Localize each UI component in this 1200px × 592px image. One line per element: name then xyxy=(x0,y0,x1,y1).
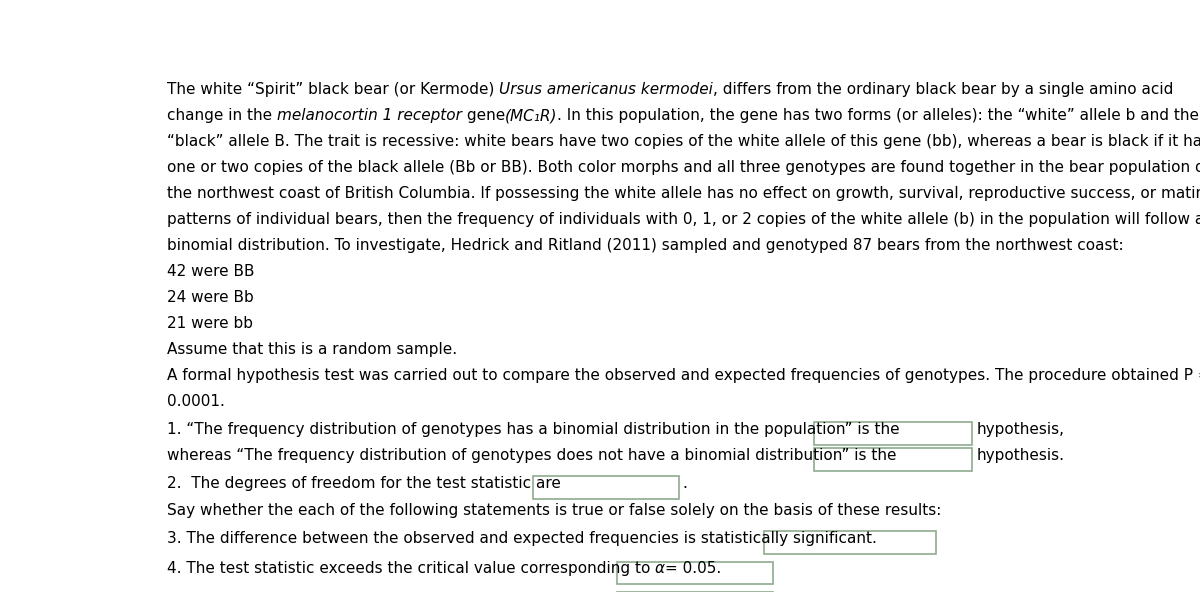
Text: = 0.05.: = 0.05. xyxy=(665,561,721,576)
Text: 3. The difference between the observed and expected frequencies is statistically: 3. The difference between the observed a… xyxy=(167,530,877,545)
Text: one or two copies of the black allele (Bb or BB). Both color morphs and all thre: one or two copies of the black allele (B… xyxy=(167,160,1200,175)
Text: the northwest coast of British Columbia. If possessing the white allele has no e: the northwest coast of British Columbia.… xyxy=(167,186,1200,201)
Text: 21 were bb: 21 were bb xyxy=(167,316,253,332)
Text: gene: gene xyxy=(462,108,505,123)
Text: binomial distribution. To investigate, Hedrick and Ritland (2011) sampled and ge: binomial distribution. To investigate, H… xyxy=(167,239,1123,253)
Text: 4. The test statistic exceeds the critical value corresponding to: 4. The test statistic exceeds the critic… xyxy=(167,561,655,576)
Text: α: α xyxy=(655,561,665,576)
Text: 1. “The frequency distribution of genotypes has a binomial distribution in the p: 1. “The frequency distribution of genoty… xyxy=(167,422,899,436)
Text: melanocortin 1 receptor: melanocortin 1 receptor xyxy=(277,108,462,123)
Text: .: . xyxy=(682,476,686,491)
Text: , differs from the ordinary black bear by a single amino acid: , differs from the ordinary black bear b… xyxy=(713,82,1174,98)
Text: 0.0001.: 0.0001. xyxy=(167,394,224,409)
Bar xyxy=(533,477,679,499)
Text: 24 were Bb: 24 were Bb xyxy=(167,290,253,305)
Text: Assume that this is a random sample.: Assume that this is a random sample. xyxy=(167,342,457,357)
Text: 42 were BB: 42 were BB xyxy=(167,264,254,279)
Bar xyxy=(814,448,972,471)
Bar xyxy=(814,422,972,445)
Text: whereas “The frequency distribution of genotypes does not have a binomial distri: whereas “The frequency distribution of g… xyxy=(167,448,896,462)
Text: The white “Spirit” black bear (or Kermode): The white “Spirit” black bear (or Kermod… xyxy=(167,82,499,98)
Bar xyxy=(764,531,936,554)
Text: hypothesis,: hypothesis, xyxy=(977,422,1064,436)
Text: . In this population, the gene has two forms (or alleles): the “white” allele b : . In this population, the gene has two f… xyxy=(557,108,1199,123)
Text: Say whether the each of the following statements is true or false solely on the : Say whether the each of the following st… xyxy=(167,503,941,518)
Text: (MC₁R): (MC₁R) xyxy=(505,108,557,123)
Text: 2.  The degrees of freedom for the test statistic are: 2. The degrees of freedom for the test s… xyxy=(167,476,560,491)
Text: “black” allele B. The trait is recessive: white bears have two copies of the whi: “black” allele B. The trait is recessive… xyxy=(167,134,1200,149)
Text: A formal hypothesis test was carried out to compare the observed and expected fr: A formal hypothesis test was carried out… xyxy=(167,368,1200,383)
Bar xyxy=(617,562,773,584)
Text: change in the: change in the xyxy=(167,108,277,123)
Text: Ursus americanus kermodei: Ursus americanus kermodei xyxy=(499,82,713,98)
Text: patterns of individual bears, then the frequency of individuals with 0, 1, or 2 : patterns of individual bears, then the f… xyxy=(167,213,1200,227)
Text: hypothesis.: hypothesis. xyxy=(977,448,1064,462)
